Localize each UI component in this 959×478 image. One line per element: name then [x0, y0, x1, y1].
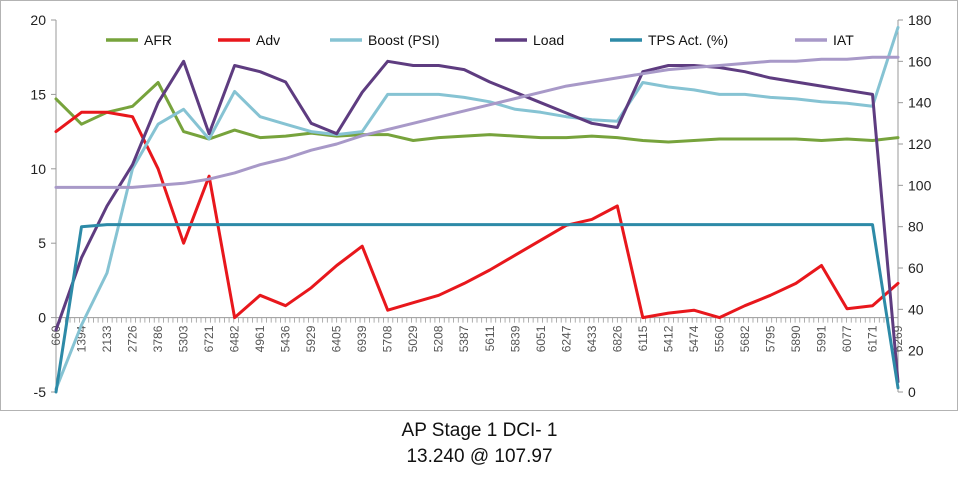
- y-right-tick-label: 160: [908, 53, 932, 69]
- x-tick-label: 6721: [202, 325, 216, 352]
- y-right-tick-label: 120: [908, 136, 932, 152]
- y-right-tick-label: 40: [908, 301, 924, 317]
- x-tick-label: 6405: [330, 325, 344, 352]
- x-tick-label: 5929: [304, 325, 318, 352]
- chart-frame: [0, 0, 958, 411]
- caption-line-2: 13.240 @ 107.97: [406, 446, 553, 467]
- y-right-tick-label: 180: [908, 12, 932, 28]
- legend-label: Adv: [256, 32, 280, 48]
- legend-label: TPS Act. (%): [648, 32, 728, 48]
- series-line-adv: [54, 110, 900, 320]
- y-left-tick-label: 0: [38, 310, 46, 326]
- y-right-tick-label: 20: [908, 343, 924, 359]
- x-tick-label: 5682: [738, 325, 752, 352]
- legend-label: AFR: [144, 32, 172, 48]
- x-tick-label: 5890: [789, 325, 803, 352]
- y-right-tick-label: 60: [908, 260, 924, 276]
- x-tick-label: 5208: [432, 325, 446, 352]
- x-tick-label: 6247: [559, 325, 573, 352]
- y-left-tick-label: -5: [34, 384, 47, 400]
- legend-label: Boost (PSI): [368, 32, 440, 48]
- series-line-boost-psi: [54, 25, 900, 391]
- y-left-tick-label: 20: [30, 12, 46, 28]
- y-left-tick-label: 5: [38, 235, 46, 251]
- x-tick-label: 4961: [253, 325, 267, 352]
- x-tick-label: 2726: [126, 325, 140, 352]
- caption-line-1: AP Stage 1 DCI- 1: [401, 420, 558, 441]
- x-tick-label: 6077: [840, 325, 854, 352]
- x-tick-label: 6826: [610, 325, 624, 352]
- series-line-load: [54, 59, 900, 384]
- x-tick-label: 5795: [763, 325, 777, 352]
- x-tick-label: 5387: [457, 325, 471, 352]
- legend-label: IAT: [833, 32, 854, 48]
- x-tick-label: 3786: [151, 325, 165, 352]
- series-line-tps-act: [54, 223, 900, 394]
- y-right-tick-label: 0: [908, 384, 916, 400]
- x-tick-label: 6171: [865, 325, 879, 352]
- y-right-tick-label: 140: [908, 95, 932, 111]
- legend-label: Load: [533, 32, 564, 48]
- x-tick-label: 6115: [636, 325, 650, 351]
- y-right-tick-label: 100: [908, 177, 932, 193]
- chart-caption: AP Stage 1 DCI- 1 13.240 @ 107.97: [0, 418, 959, 470]
- x-tick-label: 6051: [534, 325, 548, 352]
- x-tick-label: 5839: [508, 325, 522, 352]
- series-line-iat: [54, 55, 900, 189]
- x-tick-label: 6433: [585, 325, 599, 352]
- series-line-afr: [54, 81, 900, 144]
- x-tick-label: 6482: [228, 325, 242, 352]
- x-tick-label: 5029: [406, 325, 420, 352]
- x-tick-label: 5611: [483, 325, 497, 351]
- x-tick-label: 660: [49, 325, 63, 345]
- x-tick-label: 6939: [355, 325, 369, 352]
- x-tick-label: 5991: [814, 325, 828, 352]
- y-right-tick-label: 80: [908, 219, 924, 235]
- x-tick-label: 5708: [381, 325, 395, 352]
- x-tick-label: 5412: [661, 325, 675, 352]
- y-left-tick-label: 10: [30, 161, 46, 177]
- x-tick-label: 5303: [177, 325, 191, 352]
- x-tick-label: 5474: [687, 325, 701, 352]
- y-left-tick-label: 15: [30, 86, 46, 102]
- x-tick-label: 2133: [100, 325, 114, 352]
- x-tick-label: 5436: [279, 325, 293, 352]
- x-tick-label: 5560: [712, 325, 726, 352]
